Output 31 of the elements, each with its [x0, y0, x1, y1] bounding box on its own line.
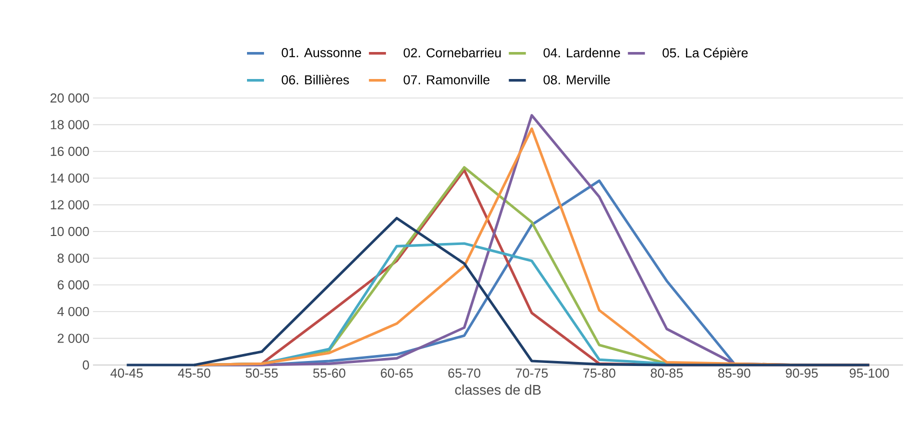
y-tick-label: 20 000 [50, 93, 89, 103]
y-tick-label: 4 000 [57, 307, 89, 316]
y-tick-label: 12 000 [50, 200, 89, 210]
y-tick-label: 16 000 [50, 146, 89, 156]
y-tick-label: 6 000 [58, 280, 89, 290]
y-tick-label: 0 [82, 360, 89, 370]
x-tick-label: 50-55 [246, 368, 278, 378]
legend-label: 02. Cornebarrieu [404, 48, 501, 58]
y-tick-label: 14 000 [50, 174, 89, 183]
legend-label: 07. Ramonville [404, 74, 490, 84]
legend-label: 01. Aussonne [282, 48, 362, 58]
legend-label: 04. Lardenne [544, 48, 620, 58]
x-tick-label: 90-95 [786, 368, 818, 378]
x-tick-label: 55-60 [313, 368, 346, 378]
legend-label: 08. Merville [544, 74, 610, 84]
x-tick-label: 95-100 [850, 368, 889, 378]
x-tick-label: 85-90 [718, 368, 750, 378]
x-axis-title: classes de dB [455, 384, 541, 395]
x-tick-label: 40-45 [110, 368, 143, 378]
x-tick-label: 80-85 [650, 368, 683, 378]
x-tick-label: 75-80 [583, 368, 616, 378]
x-tick-label: 70-75 [516, 368, 548, 378]
y-tick-label: 2 000 [58, 334, 89, 343]
x-tick-label: 60-65 [380, 368, 413, 378]
y-tick-label: 10 000 [50, 226, 89, 236]
legend-label: 05. La Cépière [662, 48, 748, 60]
y-tick-label: 8 000 [58, 254, 89, 263]
x-tick-label: 65-70 [448, 368, 480, 378]
legend-label: 06. Billières [282, 74, 349, 84]
x-tick-label: 45-50 [178, 368, 210, 378]
y-tick-label: 18 000 [50, 120, 89, 130]
